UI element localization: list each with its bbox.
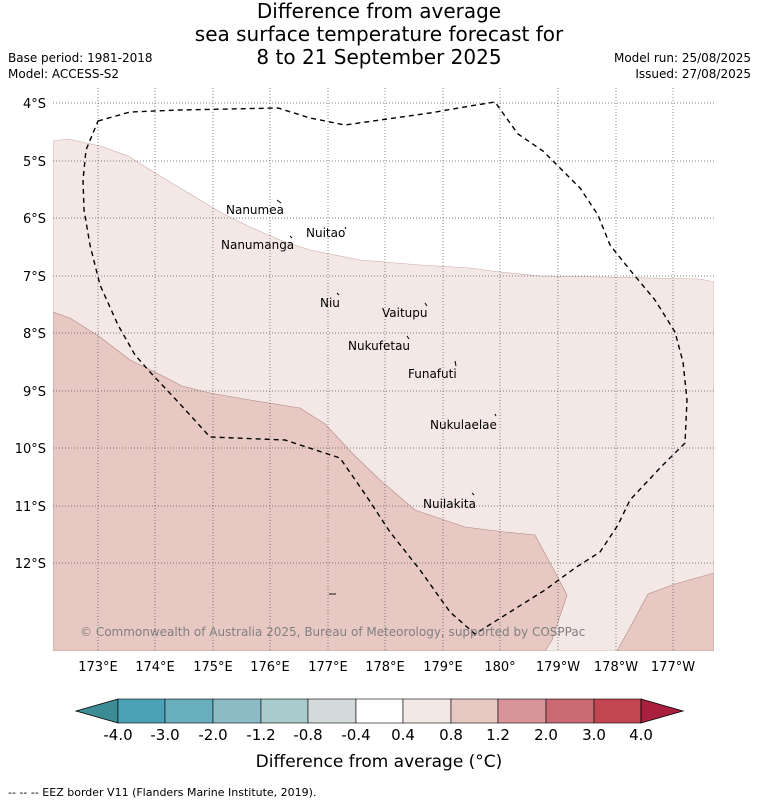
colorbar-segment [212, 698, 262, 724]
longitude-label: 179°E [423, 660, 463, 675]
axis-labels: 173°E 174°E 175°E 176°E 177°E 178°E 179°E 180° 1… [15, 97, 696, 675]
island-layer: Nanumea Nuitao Nanumanga Niu Vaitupu Nukufeta… [221, 199, 497, 511]
title-line-1: Difference from average [256, 0, 502, 23]
longitude-label: 179°W [536, 660, 580, 675]
colorbar-segment [117, 698, 166, 724]
latitude-label: 6°S [23, 212, 46, 227]
colorbar-tick-label: -0.8 [293, 726, 322, 744]
island-marker [406, 335, 410, 340]
colorbar-tick-label: -4.0 [103, 726, 132, 744]
island-marker [289, 235, 293, 239]
model-run: Model run: 25/08/2025 [613, 51, 751, 65]
meta-left: Base period: 1981-2018 Model: ACCESS-S2 [8, 50, 153, 82]
island-label: Funafuti [408, 367, 457, 381]
colorbar-segment [260, 698, 309, 724]
island-marker [494, 413, 497, 417]
longitude-label: 174°E [135, 660, 175, 675]
colorbar-tick-label: -2.0 [198, 726, 227, 744]
latitude-label: 12°S [15, 557, 46, 572]
latitude-label: 7°S [23, 270, 46, 285]
anomaly-region-0-8-1-2-west [53, 311, 568, 651]
colorbar: -4.0 -3.0 -2.0 -1.2 -0.8 -0.4 0.4 0.8 1.2 2.0 3.0 4… [74, 698, 685, 744]
island-label: Nanumea [226, 203, 284, 217]
longitude-label: 177°E [308, 660, 348, 675]
colorbar-tick-label: 0.4 [391, 726, 415, 744]
longitude-label: 178°E [365, 660, 405, 675]
latitude-label: 11°S [15, 500, 46, 515]
colorbar-tick-label: -3.0 [150, 726, 179, 744]
meta-right: Model run: 25/08/2025 Issued: 27/08/2025 [614, 50, 751, 82]
island-label: Nukulaelae [430, 418, 497, 432]
island-label: Vaitupu [382, 306, 428, 320]
latitude-label: 10°S [15, 442, 46, 457]
issued-date: Issued: 27/08/2025 [635, 67, 751, 81]
colorbar-arrow-high [640, 698, 685, 724]
colorbar-tick-label: -1.2 [246, 726, 275, 744]
longitude-label: 176°E [250, 660, 290, 675]
title-line-3: 8 to 21 September 2025 [256, 45, 502, 69]
island-marker [344, 226, 347, 230]
latitude-label: 4°S [23, 97, 46, 112]
island-label: Nuilakita [423, 497, 476, 511]
colorbar-segment [164, 698, 214, 724]
latitude-label: 9°S [23, 385, 46, 400]
island-label: Nuitao [306, 226, 345, 240]
island-marker [336, 292, 340, 296]
colorbar-tick-label: 3.0 [582, 726, 606, 744]
colorbar-tick-label: 1.2 [486, 726, 510, 744]
colorbar-tick-label: 2.0 [534, 726, 558, 744]
colorbar-tick-label: 4.0 [629, 726, 653, 744]
eez-legend-note: -- -- -- EEZ border V11 (Flanders Marine… [8, 786, 317, 799]
map-title: Difference from average sea surface temp… [0, 0, 758, 69]
island-label: Nukufetau [348, 339, 410, 353]
map-plot-area: Nanumea Nuitao Nanumanga Niu Vaitupu Nukufeta… [53, 88, 714, 651]
colorbar-segment [545, 698, 595, 724]
island-label: Niu [320, 296, 340, 310]
longitude-label: 177°W [651, 660, 695, 675]
island-marker [471, 492, 475, 496]
colorbar-tick-label: -0.4 [341, 726, 370, 744]
anomaly-region-0-8-1-2-east [616, 572, 714, 651]
island-marker [424, 302, 428, 307]
colorbar-segment [497, 698, 547, 724]
latitude-label: 5°S [23, 155, 46, 170]
island-label: Nanumanga [221, 238, 294, 252]
model-name: Model: ACCESS-S2 [8, 67, 120, 81]
colorbar-segment [355, 698, 404, 724]
colorbar-label: Difference from average (°C) [255, 752, 503, 772]
base-period: Base period: 1981-2018 [8, 51, 153, 65]
eez-border [82, 101, 688, 635]
latitude-label: 8°S [23, 327, 46, 342]
copyright-notice: © Commonwealth of Australia 2025, Bureau… [80, 625, 585, 639]
longitude-label: 175°E [193, 660, 233, 675]
title-line-2: sea surface temperature forecast for [194, 22, 564, 46]
longitude-label: 178°W [594, 660, 638, 675]
longitude-label: 173°E [78, 660, 118, 675]
colorbar-segment [402, 698, 452, 724]
colorbar-segment [593, 698, 642, 724]
colorbar-tick-label: 0.8 [439, 726, 463, 744]
longitude-label: 180° [484, 660, 515, 675]
colorbar-segment [307, 698, 357, 724]
island-marker [454, 360, 457, 367]
island-marker [276, 199, 282, 204]
graticule [53, 88, 714, 651]
colorbar-arrow-low [74, 698, 119, 724]
colorbar-segment [450, 698, 499, 724]
